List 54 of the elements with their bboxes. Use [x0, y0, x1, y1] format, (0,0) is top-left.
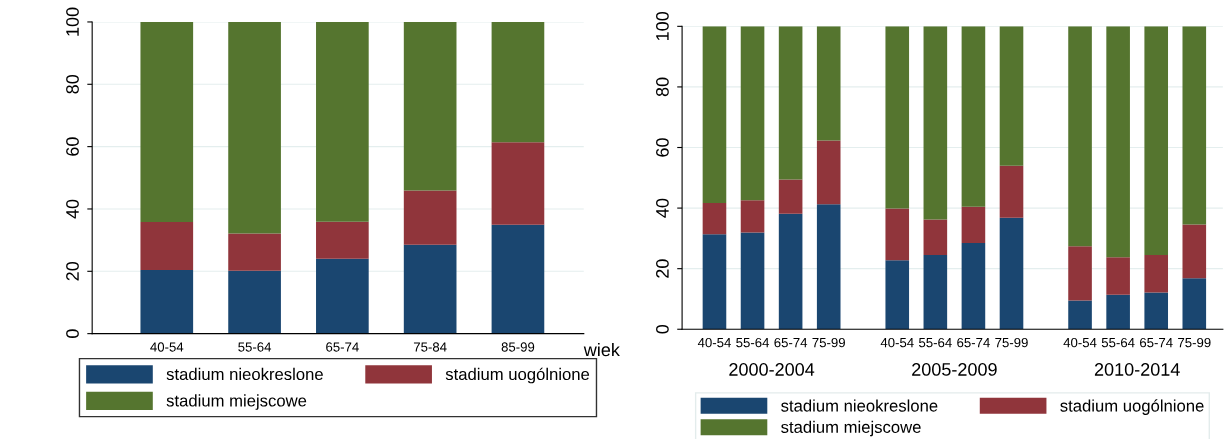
x-tick-label: 65-74 — [1140, 337, 1173, 348]
legend-label: stadium miejscowe — [166, 394, 307, 410]
y-tick-label: 100 — [656, 11, 669, 41]
bar — [316, 221, 369, 259]
bar — [140, 270, 194, 334]
bar — [403, 21, 457, 191]
y-tick-label: 0 — [66, 329, 79, 338]
x-tick-label: 55-64 — [736, 337, 770, 348]
bar — [140, 21, 194, 223]
x-tick-label: 55-64 — [1101, 337, 1135, 348]
legend-label: stadium uogólnione — [1060, 399, 1204, 415]
y-tick-label: 0 — [656, 324, 669, 334]
y-tick-label: 20 — [66, 261, 79, 281]
bar — [228, 21, 281, 234]
x-tick-label: 65-74 — [326, 342, 359, 352]
x-tick-label: 40-54 — [150, 342, 184, 352]
bar — [228, 270, 281, 334]
y-tick-label: 40 — [66, 199, 79, 219]
bar — [403, 190, 457, 245]
y-tick-label: 80 — [656, 77, 669, 97]
bar — [491, 142, 545, 225]
x-tick-label: 75-99 — [812, 337, 845, 348]
x-axis-title: wiek — [583, 342, 620, 357]
legend-label: stadium miejscowe — [781, 420, 921, 437]
text: 2005-2009 — [912, 363, 997, 376]
x-tick-label: 55-64 — [918, 337, 952, 348]
text: 2000-2004 — [729, 363, 815, 376]
legend-label: stadium nieokreslone — [166, 367, 323, 381]
text: 2010-2014 — [1094, 363, 1180, 376]
y-tick-label: 40 — [656, 198, 669, 218]
bar — [491, 21, 545, 143]
y-tick-label: 80 — [66, 74, 79, 94]
y-tick-label: 100 — [66, 7, 79, 36]
y-tick-label: 60 — [66, 137, 79, 156]
legend-label: stadium uogólnione — [445, 367, 590, 384]
x-tick-label: 75-99 — [1178, 337, 1211, 348]
x-tick-label: 40-54 — [1063, 337, 1097, 348]
x-tick-label: 85-99 — [501, 342, 535, 352]
bar — [316, 258, 369, 334]
x-tick-label: 75-84 — [413, 342, 447, 352]
x-tick-label: 65-74 — [957, 337, 990, 348]
x-tick-label: 55-64 — [238, 342, 272, 352]
bar — [140, 222, 194, 271]
bar — [491, 224, 545, 334]
bar — [403, 244, 457, 334]
x-tick-label: 40-54 — [880, 337, 914, 348]
x-tick-label: 75-99 — [995, 337, 1028, 348]
y-tick-label: 60 — [656, 138, 669, 157]
bar — [228, 233, 281, 271]
x-tick-label: 40-54 — [697, 337, 731, 348]
legend-label: stadium nieokreslone — [781, 399, 938, 412]
y-tick-label: 20 — [656, 259, 669, 278]
bar — [316, 21, 369, 222]
x-tick-label: 65-74 — [774, 337, 808, 348]
